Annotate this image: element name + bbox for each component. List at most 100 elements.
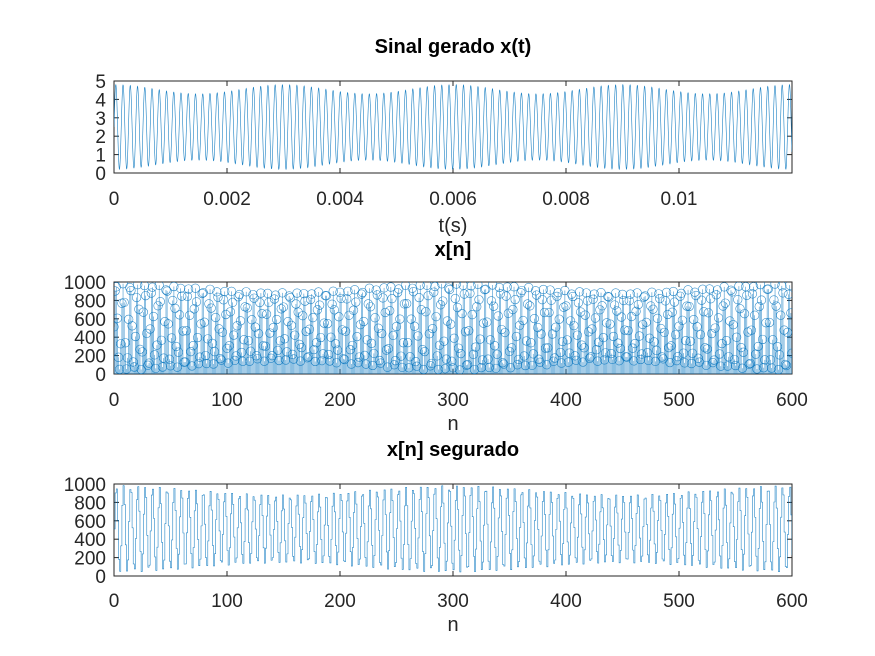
stem-marker (256, 288, 266, 298)
stem-marker (609, 300, 620, 310)
stem-marker (451, 282, 461, 289)
stem-marker (409, 321, 420, 331)
stem-marker (132, 292, 142, 303)
stem-marker (342, 294, 352, 304)
stem-marker (599, 355, 610, 365)
stem-marker (416, 305, 426, 315)
stem-marker (619, 295, 629, 306)
stem-marker (452, 302, 463, 313)
stem-marker (276, 304, 286, 314)
stem-marker (216, 355, 226, 365)
stem-marker (733, 295, 743, 305)
stem-marker (338, 354, 348, 364)
stem-marker (194, 359, 204, 369)
stem-marker (114, 352, 124, 362)
stem-marker (744, 359, 754, 369)
stem-marker (509, 282, 519, 292)
stem-marker (336, 293, 346, 304)
stem-marker (661, 287, 672, 297)
stem-marker (625, 289, 636, 299)
stem-marker (641, 317, 651, 327)
stem-marker (719, 282, 729, 292)
stem-marker (129, 362, 139, 372)
stem-marker (261, 309, 272, 319)
stem-marker (299, 289, 309, 299)
stem-marker (639, 292, 649, 302)
stem-marker (464, 326, 474, 336)
stem-marker (541, 343, 551, 353)
stem-marker (255, 297, 265, 308)
stem-marker (634, 331, 645, 341)
stem-marker (378, 293, 388, 303)
stem-marker (289, 354, 299, 364)
y-tick-label: 1000 (64, 475, 106, 496)
stem-marker (730, 360, 741, 371)
stem-marker (764, 317, 775, 328)
stem-marker (197, 288, 207, 299)
stem-marker (501, 291, 511, 301)
stem-marker (391, 321, 402, 332)
stem-marker (156, 335, 167, 345)
stem-series (114, 282, 792, 374)
stem-marker (683, 285, 693, 295)
stem-marker (734, 282, 744, 291)
x-tick-label: 0.008 (542, 189, 590, 210)
stem-marker (178, 326, 188, 336)
stem-marker (212, 287, 222, 297)
stem-marker (259, 356, 269, 366)
stem-marker (614, 356, 624, 366)
stem-marker (559, 302, 569, 312)
stem-marker (720, 298, 730, 308)
stem-marker (387, 294, 397, 304)
stem-marker (250, 322, 260, 332)
stem-marker (374, 355, 385, 366)
stem-marker (447, 356, 457, 366)
stem-marker (243, 336, 254, 346)
stem-marker (617, 289, 628, 299)
stem-marker (530, 286, 541, 296)
stem-marker (430, 282, 440, 292)
stem-marker (698, 284, 708, 294)
stem-marker (136, 364, 146, 374)
stem-marker (570, 351, 580, 361)
stem-marker (127, 321, 137, 331)
stem-marker (680, 358, 690, 368)
stem-marker (120, 338, 130, 348)
stem-marker (753, 341, 763, 352)
stem-marker (564, 348, 574, 358)
stem-marker (454, 343, 464, 353)
stem-marker (223, 358, 233, 368)
stem-marker (208, 359, 219, 369)
y-tick-label: 200 (74, 347, 106, 368)
stem-marker (278, 302, 289, 312)
stem-marker (538, 284, 549, 295)
stem-marker (743, 327, 753, 337)
stem-marker (456, 348, 466, 359)
stem-marker (724, 352, 734, 362)
stem-marker (778, 288, 788, 298)
stem-marker (448, 363, 458, 373)
stem-marker (309, 344, 319, 355)
stem-marker (781, 360, 791, 371)
stem-marker (317, 356, 327, 366)
stem-marker (215, 353, 225, 364)
stem-marker (351, 297, 361, 307)
stem-marker (702, 344, 712, 354)
stem-marker (524, 282, 534, 293)
y-tick-label: 4 (95, 90, 106, 111)
stem-marker (141, 291, 151, 301)
stem-marker (520, 360, 530, 371)
stem-marker (307, 289, 317, 299)
stem-marker (335, 287, 345, 297)
stem-marker (752, 364, 762, 374)
x-tick-label: 0.002 (203, 189, 251, 210)
stem-marker (528, 349, 538, 359)
stem-marker (699, 307, 709, 317)
stem-marker (647, 287, 657, 297)
stem-marker (686, 358, 697, 369)
stem-marker (536, 329, 546, 339)
stem-marker (769, 295, 779, 305)
stem-marker (556, 358, 567, 368)
stem-marker (600, 348, 611, 358)
x-tick-label: 600 (776, 390, 808, 411)
